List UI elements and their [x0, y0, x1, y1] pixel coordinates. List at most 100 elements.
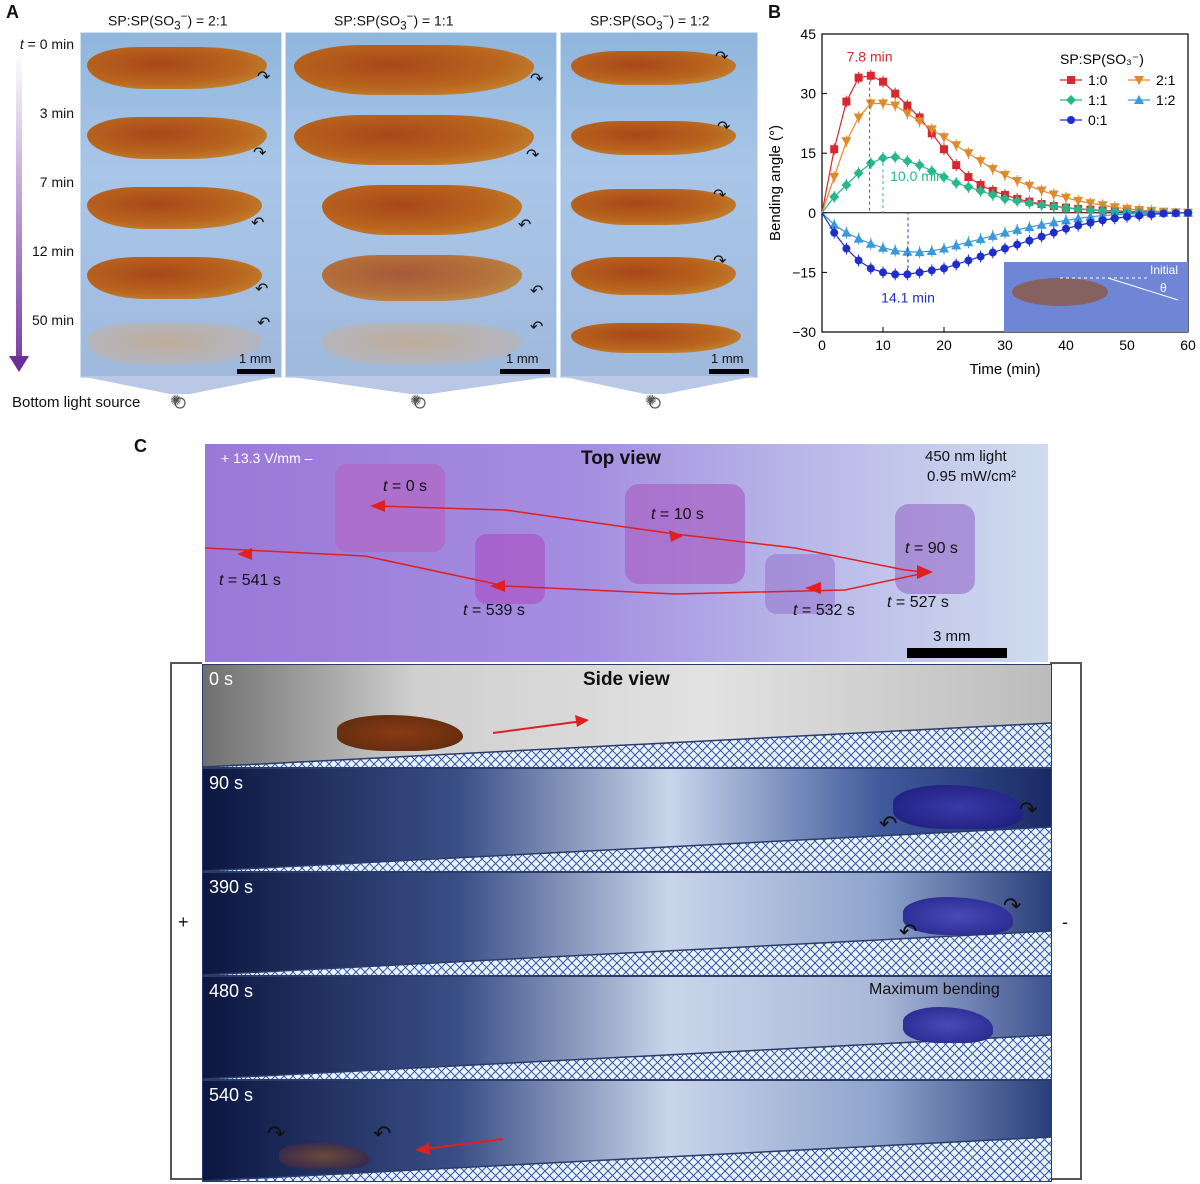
side-strip-390s: ↶ ↷ 390 s — [202, 872, 1052, 976]
data-point — [841, 179, 852, 190]
y-tick-label: 0 — [808, 205, 816, 221]
inset-initial-label: Initial — [1150, 263, 1178, 277]
data-point — [865, 238, 876, 248]
scale-bar — [500, 369, 550, 374]
data-point — [1074, 221, 1083, 230]
data-point — [914, 160, 925, 171]
photo-column-1-2: ↷ ↷ ↷ ↷ 1 mm — [560, 32, 758, 378]
legend-entry: 2:1 — [1156, 72, 1176, 88]
time-t539: t = 539 s — [463, 602, 525, 619]
data-point — [902, 156, 913, 167]
data-point — [1001, 244, 1009, 253]
time-label-3: 3 min — [39, 105, 74, 121]
bend-arrow-icon: ↷ — [1003, 893, 1022, 918]
data-point — [939, 133, 949, 143]
scale-bar — [709, 369, 749, 374]
strip-time-label: 90 s — [209, 773, 244, 793]
data-point — [1000, 171, 1010, 181]
data-point — [927, 266, 936, 275]
panel-b-letter: B — [768, 2, 781, 22]
data-point — [842, 97, 851, 106]
tissue-sample — [571, 51, 736, 85]
data-point — [975, 157, 986, 167]
field-strength-label: + 13.3 V/mm – — [221, 450, 313, 466]
x-tick-label: 20 — [936, 337, 952, 353]
x-tick-label: 0 — [818, 337, 826, 353]
top-scale-bar — [907, 648, 1007, 658]
data-point — [829, 173, 840, 183]
side-strip-90s: ↶ ↷ 90 s — [202, 768, 1052, 872]
data-point — [1025, 236, 1034, 245]
data-point — [976, 252, 985, 261]
data-point — [890, 245, 901, 255]
data-point — [1012, 177, 1023, 187]
bend-arrow-icon: ↷ — [267, 1121, 286, 1146]
bend-arrow-icon: ↶ — [257, 315, 271, 332]
photo-column-1-1: ↷ ↷ ↶ ↶ ↶ 1 mm — [285, 32, 557, 378]
data-point — [1110, 214, 1119, 223]
bend-arrow-icon: ↷ — [713, 253, 727, 270]
data-point — [854, 256, 863, 265]
time-t532: t = 532 s — [793, 602, 855, 619]
bend-arrow-icon: ↶ — [899, 919, 918, 944]
peak-annotation: 7.8 min — [847, 49, 893, 65]
data-point — [842, 244, 851, 253]
data-point — [890, 101, 901, 111]
photo-column-2-1: ↷ ↷ ↶ ↶ ↶ 1 mm — [80, 32, 282, 378]
bend-arrow-icon: ↷ — [257, 69, 271, 86]
tissue-sample — [87, 257, 262, 299]
robot-body — [893, 785, 1023, 829]
bend-arrow-icon: ↷ — [526, 147, 540, 164]
bottom-light-source-label: Bottom light source — [12, 394, 141, 411]
time-label-0: t = 0 min — [19, 36, 74, 52]
data-point — [865, 158, 876, 169]
data-point — [866, 71, 875, 80]
data-point — [1048, 217, 1059, 227]
data-point — [1067, 116, 1075, 124]
y-tick-label: −15 — [792, 264, 816, 280]
bend-arrow-icon: ↶ — [530, 319, 544, 336]
bend-arrow-icon: ↶ — [879, 811, 898, 836]
data-point — [1085, 211, 1096, 221]
data-point — [915, 268, 924, 277]
legend-title: SP:SP(SO₃⁻) — [1060, 51, 1144, 67]
tissue-sample — [322, 255, 522, 301]
time-label-12: 12 min — [31, 243, 74, 259]
panel-a-letter: A — [6, 2, 19, 22]
side-strip-540s: ↷ ↶ 540 s — [202, 1080, 1052, 1182]
data-point — [1134, 76, 1144, 85]
time-t527: t = 527 s — [887, 594, 949, 611]
time-t0: t = 0 s — [383, 478, 428, 495]
tissue-sample — [87, 47, 267, 89]
bend-arrow-icon: ↷ — [1019, 797, 1038, 822]
data-point — [1000, 227, 1010, 237]
data-point — [1024, 222, 1035, 232]
data-point — [1159, 209, 1168, 218]
time-t10: t = 10 s — [651, 506, 704, 523]
data-point — [963, 181, 974, 192]
data-point — [1066, 95, 1076, 105]
y-axis-label: Bending angle (°) — [767, 125, 784, 241]
data-point — [963, 149, 974, 159]
data-point — [988, 248, 997, 257]
data-point — [903, 101, 912, 110]
inset-bent-line — [1107, 277, 1179, 301]
data-point — [1049, 228, 1058, 237]
x-tick-label: 40 — [1058, 337, 1074, 353]
data-point — [841, 227, 852, 237]
side-strip-480s: Maximum bending 480 s — [202, 976, 1052, 1080]
gel-blob — [475, 534, 545, 604]
tissue-sample — [87, 117, 267, 159]
data-point — [951, 178, 962, 188]
data-point — [891, 270, 900, 279]
trajectory-path — [205, 500, 933, 595]
time-label-7: 7 min — [39, 174, 74, 190]
data-point — [1098, 216, 1107, 225]
data-point — [879, 77, 887, 86]
tissue-sample — [571, 323, 741, 353]
data-point — [975, 185, 986, 196]
tissue-sample — [322, 185, 522, 235]
data-point — [1012, 224, 1023, 234]
data-point — [830, 145, 839, 154]
data-point — [1012, 195, 1023, 206]
